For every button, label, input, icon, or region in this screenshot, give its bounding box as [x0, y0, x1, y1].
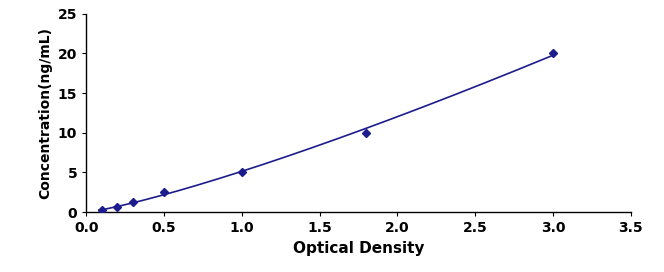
X-axis label: Optical Density: Optical Density [293, 241, 424, 256]
Y-axis label: Concentration(ng/mL): Concentration(ng/mL) [39, 27, 52, 199]
